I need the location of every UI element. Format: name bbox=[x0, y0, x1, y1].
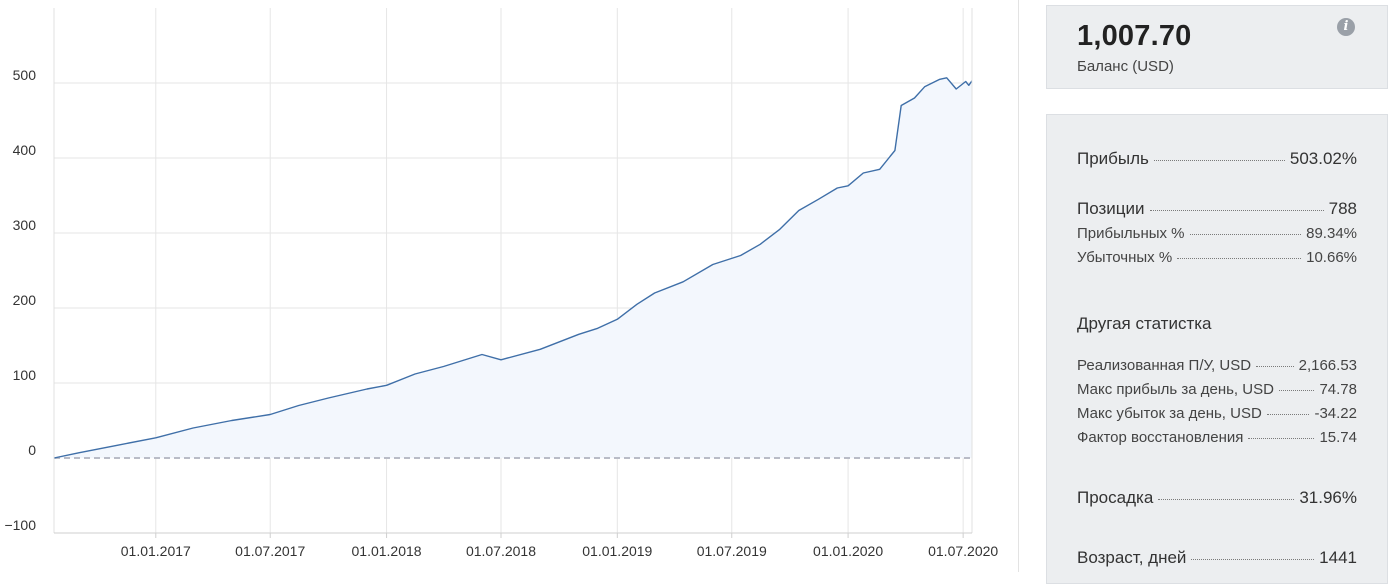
other-stats-title: Другая статистка bbox=[1077, 314, 1212, 333]
x-tick-label: 01.07.2018 bbox=[466, 543, 536, 559]
y-tick-label: 0 bbox=[28, 442, 36, 458]
stat-positions: Позиции 788 bbox=[1077, 199, 1357, 219]
dotted-leader bbox=[1266, 414, 1310, 415]
stat-profitable-value: 89.34% bbox=[1306, 225, 1357, 242]
stat-age-label: Возраст, дней bbox=[1077, 548, 1187, 567]
stat-recovery-label: Фактор восстановления bbox=[1077, 429, 1244, 446]
stat-age-value: 1441 bbox=[1319, 548, 1357, 567]
dotted-leader bbox=[1278, 390, 1315, 391]
stat-drawdown-value: 31.96% bbox=[1299, 488, 1357, 507]
stat-drawdown: Просадка 31.96% bbox=[1077, 488, 1357, 508]
y-tick-label: 300 bbox=[13, 217, 37, 233]
stat-realized-value: 2,166.53 bbox=[1298, 357, 1357, 374]
stat-realized-label: Реализованная П/У, USD bbox=[1077, 357, 1252, 374]
stat-max-loss-day-value: -34.22 bbox=[1314, 405, 1357, 422]
dotted-leader bbox=[1153, 160, 1285, 161]
x-tick-labels: 01.01.2017 01.07.2017 01.01.2018 01.07.2018… bbox=[121, 543, 999, 559]
stat-positions-value: 788 bbox=[1328, 199, 1357, 218]
x-tick-label: 01.07.2020 bbox=[928, 543, 998, 559]
balance-value: 1,007.70 bbox=[1077, 20, 1192, 52]
y-tick-label: 400 bbox=[13, 142, 37, 158]
stat-profitable: Прибыльных % 89.34% bbox=[1077, 225, 1357, 242]
stat-losing-label: Убыточных % bbox=[1077, 249, 1173, 266]
y-tick-labels: −100 0 100 200 300 400 500 bbox=[4, 67, 36, 533]
balance-label: Баланс (USD) bbox=[1077, 58, 1174, 75]
stat-max-profit-day-label: Макс прибыль за день, USD bbox=[1077, 381, 1274, 398]
dotted-leader bbox=[1191, 559, 1315, 560]
stat-profit-value: 503.02% bbox=[1289, 149, 1357, 168]
y-tick-label: 200 bbox=[13, 292, 37, 308]
stat-recovery-value: 15.74 bbox=[1319, 429, 1357, 446]
x-tick-label: 01.07.2019 bbox=[697, 543, 767, 559]
x-tick-label: 01.01.2018 bbox=[352, 543, 422, 559]
dotted-leader bbox=[1158, 499, 1295, 500]
x-tick-label: 01.07.2017 bbox=[235, 543, 305, 559]
chart-axes bbox=[53, 8, 973, 538]
profit-area bbox=[54, 77, 972, 459]
y-tick-label: 500 bbox=[13, 67, 37, 83]
stat-realized: Реализованная П/У, USD 2,166.53 bbox=[1077, 357, 1357, 374]
stat-max-loss-day-label: Макс убыток за день, USD bbox=[1077, 405, 1262, 422]
x-tick-label: 01.01.2017 bbox=[121, 543, 191, 559]
profit-chart: −100 0 100 200 300 400 500 01.01.2017 01.07.201… bbox=[4, 8, 999, 559]
stat-max-loss-day: Макс убыток за день, USD -34.22 bbox=[1077, 405, 1357, 422]
y-tick-label: 100 bbox=[13, 367, 37, 383]
info-icon[interactable]: i bbox=[1337, 18, 1355, 36]
panel-divider bbox=[1018, 0, 1019, 572]
y-tick-label: −100 bbox=[4, 517, 36, 533]
stat-profit: Прибыль 503.02% bbox=[1077, 149, 1357, 169]
dotted-leader bbox=[1177, 258, 1302, 259]
profit-line bbox=[53, 77, 973, 459]
dotted-leader bbox=[1248, 438, 1315, 439]
x-tick-label: 01.01.2019 bbox=[582, 543, 652, 559]
x-tick-label: 01.01.2020 bbox=[813, 543, 883, 559]
stat-age: Возраст, дней 1441 bbox=[1077, 548, 1357, 568]
dotted-leader bbox=[1256, 366, 1294, 367]
stat-drawdown-label: Просадка bbox=[1077, 488, 1154, 507]
stat-positions-label: Позиции bbox=[1077, 199, 1145, 218]
stat-max-profit-day: Макс прибыль за день, USD 74.78 bbox=[1077, 381, 1357, 398]
dotted-leader bbox=[1149, 210, 1324, 211]
stat-recovery: Фактор восстановления 15.74 bbox=[1077, 429, 1357, 446]
dotted-leader bbox=[1189, 234, 1302, 235]
stat-losing-value: 10.66% bbox=[1306, 249, 1357, 266]
stat-max-profit-day-value: 74.78 bbox=[1319, 381, 1357, 398]
stat-losing: Убыточных % 10.66% bbox=[1077, 249, 1357, 266]
balance-panel: 1,007.70 Баланс (USD) i bbox=[1046, 5, 1388, 89]
stat-profit-label: Прибыль bbox=[1077, 149, 1149, 168]
stat-profitable-label: Прибыльных % bbox=[1077, 225, 1185, 242]
stats-panel: Прибыль 503.02% Позиции 788 Прибыльных %… bbox=[1046, 114, 1388, 584]
